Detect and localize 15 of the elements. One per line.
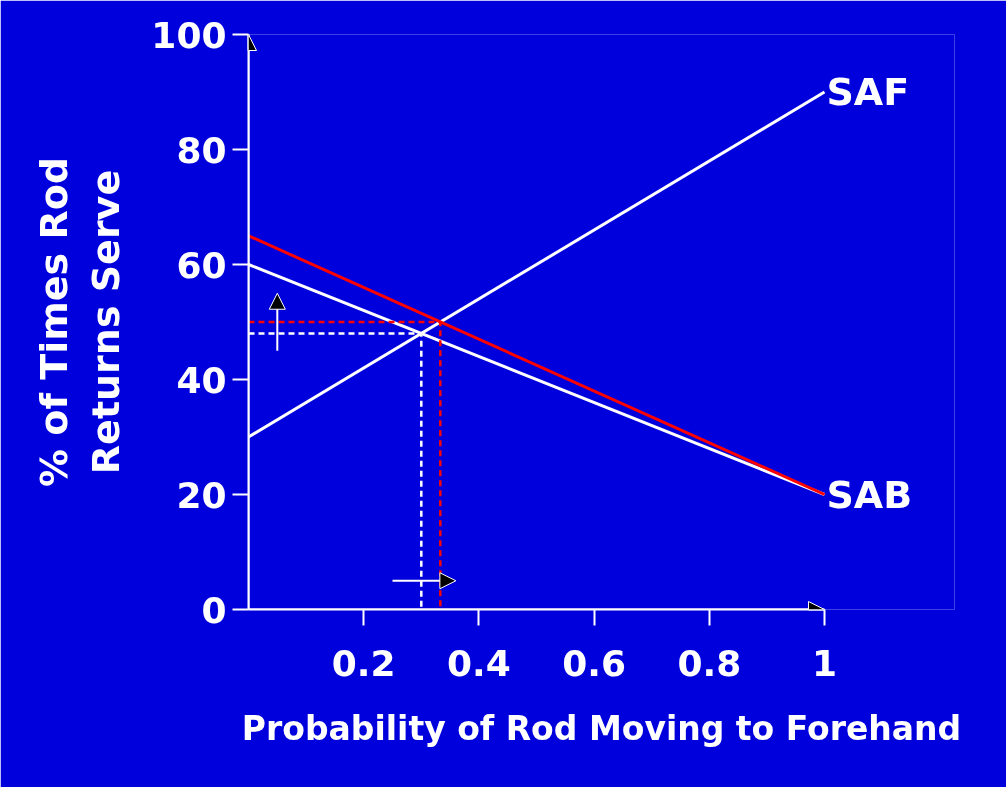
x-tick-label: 0.2 — [331, 642, 396, 684]
y-tick-label: 60 — [176, 244, 227, 286]
y-axis-title: % of Times Rod Returns Serve — [31, 157, 129, 487]
y-tick-label: 0 — [201, 589, 227, 631]
y-tick-label: 40 — [176, 359, 227, 401]
x-tick-label: 0.6 — [562, 642, 626, 684]
y-tick-label: 20 — [176, 474, 227, 516]
x-tick-label: 1 — [811, 642, 838, 684]
x-tick-label: 0.8 — [677, 642, 742, 684]
series-label: SAB — [826, 472, 913, 517]
y-tick-label: 100 — [151, 14, 227, 56]
x-axis-title: Probability of Rod Moving to Forehand — [241, 708, 962, 748]
x-tick-label: 0.4 — [447, 642, 511, 684]
series-label: SAF — [826, 70, 910, 114]
y-tick-label: 80 — [176, 129, 227, 171]
